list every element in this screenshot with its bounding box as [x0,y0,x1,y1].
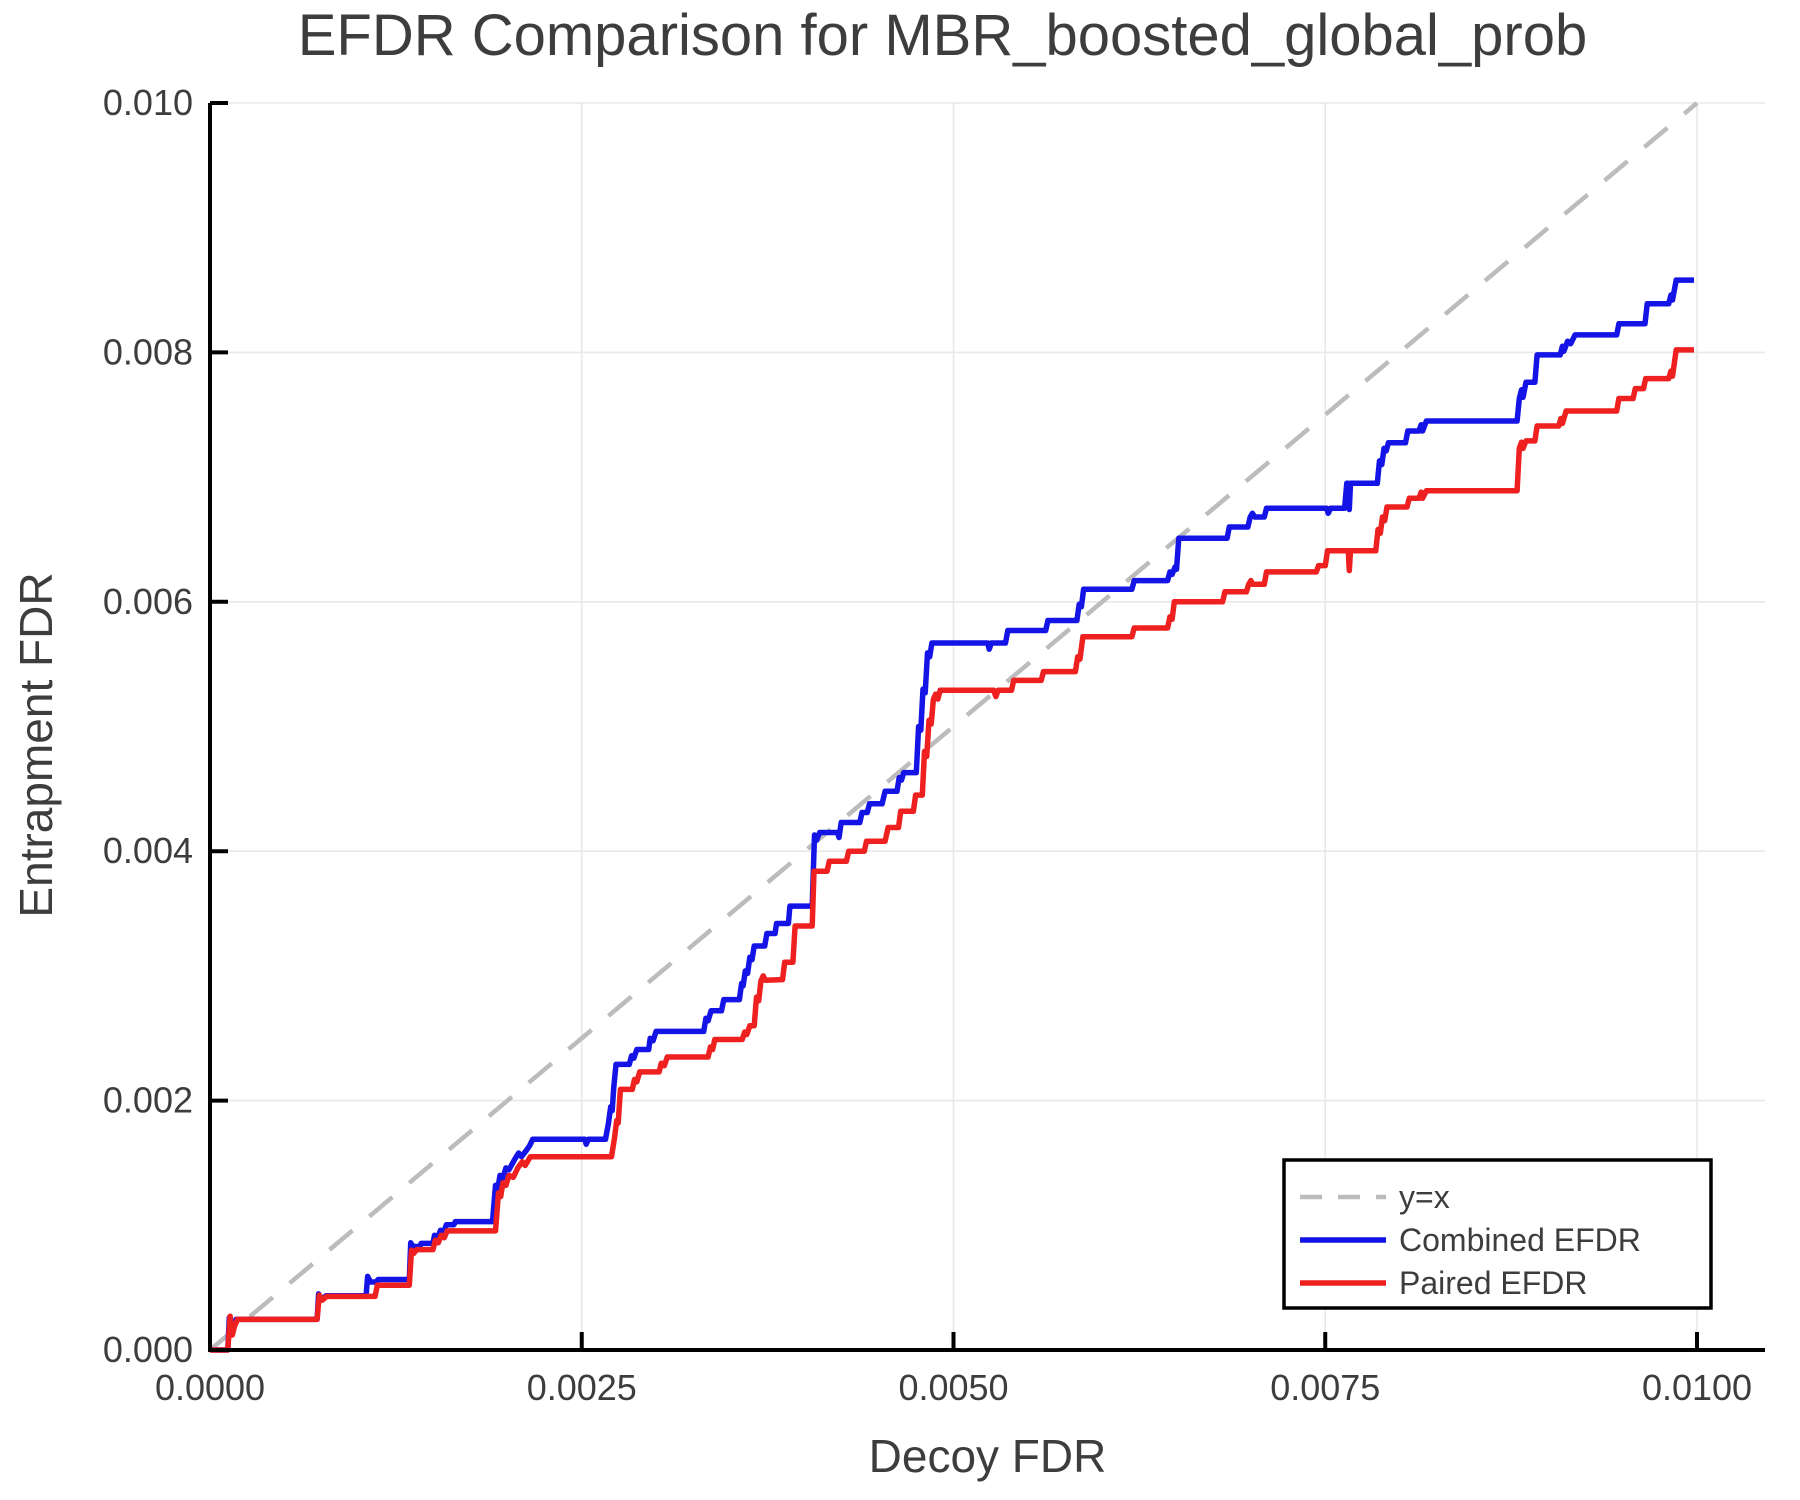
y-axis-label: Entrapment FDR [10,572,62,917]
series-combined-efdr [210,277,1694,1353]
y-tick-label: 0.002 [103,1080,193,1121]
x-tick-label: 0.0100 [1642,1367,1752,1408]
x-axis-label: Decoy FDR [869,1430,1107,1482]
y-tick-label: 0.008 [103,331,193,372]
y-tick-label: 0.004 [103,830,193,871]
chart-title: EFDR Comparison for MBR_boosted_global_p… [298,3,1588,68]
x-tick-label: 0.0075 [1270,1367,1380,1408]
legend-label: Paired EFDR [1399,1265,1588,1301]
y-tick-label: 0.010 [103,82,193,123]
x-tick-label: 0.0000 [155,1367,265,1408]
y-tick-label: 0.000 [103,1329,193,1370]
legend-label: y=x [1399,1179,1450,1215]
y-tick-label: 0.006 [103,581,193,622]
series-y-x [208,101,1699,1352]
x-tick-label: 0.0025 [527,1367,637,1408]
series-paired-efdr [210,347,1694,1353]
x-tick-label: 0.0050 [898,1367,1008,1408]
legend-label: Combined EFDR [1399,1222,1641,1258]
